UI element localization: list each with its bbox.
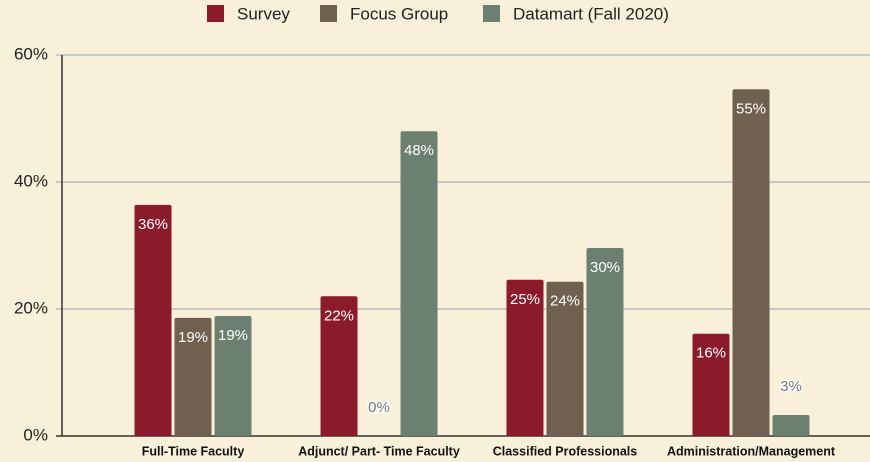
value-label: 48% [404, 142, 434, 159]
bar [134, 204, 172, 436]
value-label: 25% [510, 291, 540, 308]
bar [214, 315, 252, 436]
bar [732, 89, 770, 436]
bar [320, 296, 358, 436]
legend-swatch [207, 5, 224, 22]
legend-label: Focus Group [350, 4, 448, 23]
legend-label: Survey [237, 4, 290, 23]
value-label: 30% [590, 259, 620, 276]
bar [174, 317, 212, 436]
bar [772, 415, 810, 436]
value-label: 36% [138, 216, 168, 233]
legend-swatch [320, 5, 337, 22]
y-tick-label: 60% [14, 44, 48, 63]
value-label: 0% [368, 399, 390, 416]
value-label: 55% [736, 100, 766, 117]
legend-swatch [483, 5, 500, 22]
bar [546, 281, 584, 436]
value-label: 19% [178, 329, 208, 346]
y-tick-label: 0% [23, 425, 48, 444]
value-label: 19% [218, 327, 248, 344]
y-tick-label: 20% [14, 298, 48, 317]
value-label: 24% [550, 293, 580, 310]
x-tick-label: Classified Professionals [493, 444, 638, 458]
bar [586, 248, 624, 436]
x-tick-label: Full-Time Faculty [142, 444, 245, 458]
legend-label: Datamart (Fall 2020) [513, 4, 669, 23]
bar [400, 131, 438, 436]
value-label: 22% [324, 307, 354, 324]
value-label: 3% [780, 378, 802, 395]
x-tick-label: Adjunct/ Part- Time Faculty [298, 444, 460, 458]
bar [506, 279, 544, 436]
value-label: 16% [696, 345, 726, 362]
x-tick-label: Administration/Management [667, 444, 836, 458]
y-tick-label: 40% [14, 171, 48, 190]
bar [692, 333, 730, 436]
